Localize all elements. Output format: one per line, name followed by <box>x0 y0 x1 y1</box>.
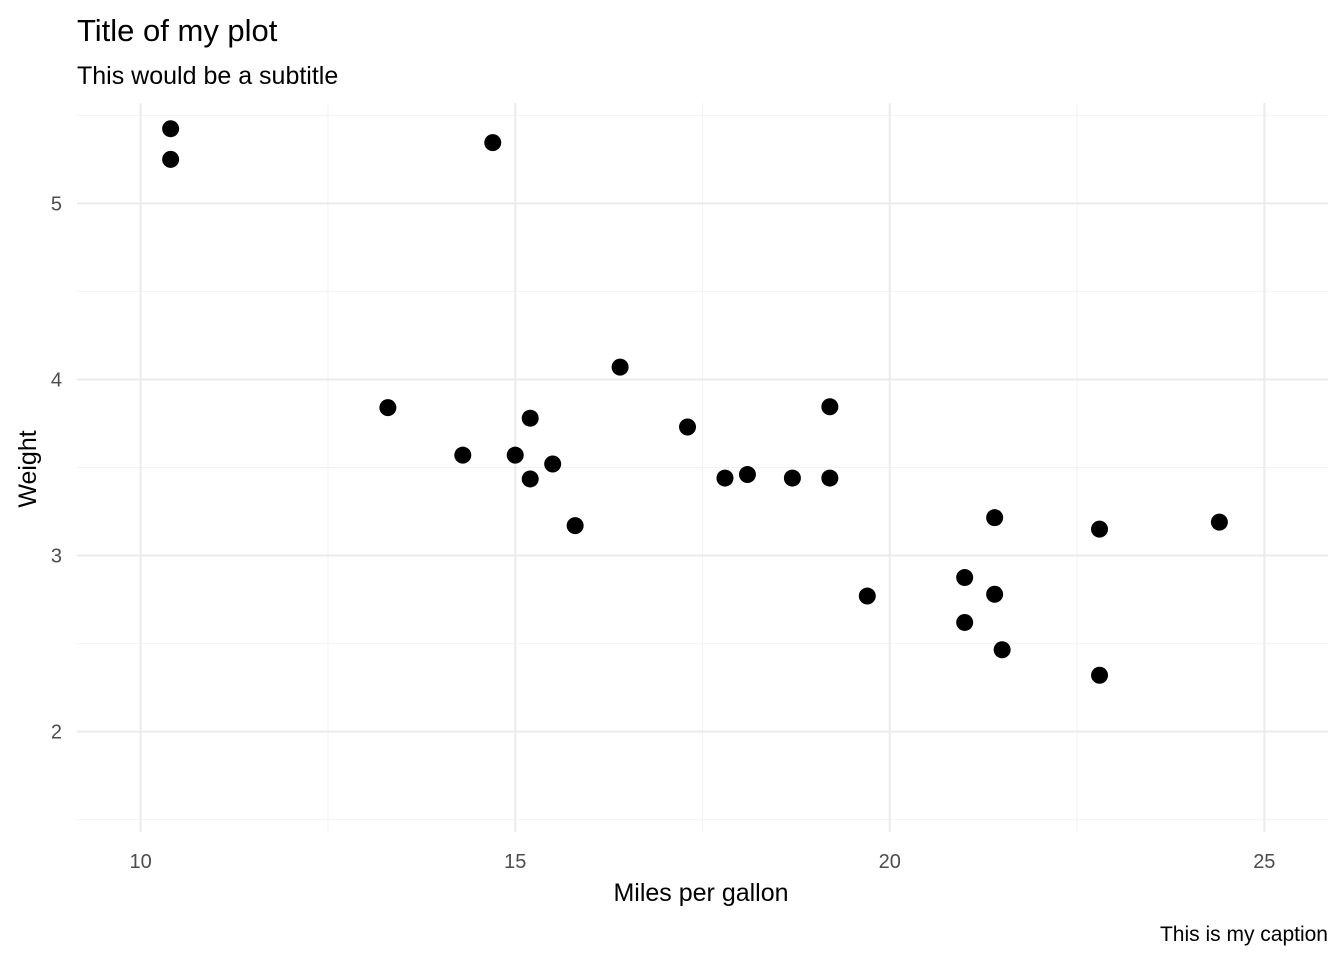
data-point <box>1091 520 1109 538</box>
data-point <box>716 469 734 487</box>
data-point <box>1210 513 1228 531</box>
y-tick-label: 5 <box>51 193 62 215</box>
x-tick-label: 25 <box>1253 851 1275 873</box>
chart-caption: This is my caption <box>1160 923 1328 946</box>
data-point <box>566 517 584 535</box>
x-axis-tick-labels: 10 15 20 25 <box>130 851 1276 873</box>
data-point <box>956 613 974 631</box>
data-point <box>679 418 697 436</box>
data-point <box>821 469 839 487</box>
data-point <box>1091 666 1109 684</box>
y-tick-label: 2 <box>51 722 62 744</box>
data-point <box>738 466 756 484</box>
data-point <box>484 134 502 152</box>
data-point <box>611 358 629 376</box>
data-points <box>162 120 1228 684</box>
data-point <box>858 587 876 605</box>
x-tick-label: 15 <box>504 851 526 873</box>
data-point <box>162 150 180 168</box>
data-point <box>986 509 1004 527</box>
x-tick-label: 20 <box>879 851 901 873</box>
y-tick-label: 3 <box>51 546 62 568</box>
data-point <box>986 585 1004 603</box>
data-point <box>521 409 539 427</box>
data-point <box>521 470 539 488</box>
major-gridlines <box>77 103 1328 832</box>
chart-title: Title of my plot <box>77 13 278 48</box>
data-point <box>379 399 397 417</box>
minor-gridlines <box>77 103 1328 832</box>
y-axis-title: Weight <box>14 430 42 507</box>
data-point <box>506 446 524 464</box>
data-point <box>821 398 839 416</box>
data-point <box>783 469 801 487</box>
data-point <box>993 641 1011 659</box>
data-point <box>454 446 472 464</box>
chart-subtitle: This would be a subtitle <box>77 62 338 90</box>
data-point <box>956 569 974 587</box>
data-point <box>162 120 180 138</box>
data-point <box>544 455 562 473</box>
y-axis-tick-labels: 2 3 4 5 <box>51 193 62 743</box>
x-tick-label: 10 <box>130 851 152 873</box>
x-axis-title: Miles per gallon <box>613 879 788 907</box>
y-tick-label: 4 <box>51 369 62 391</box>
